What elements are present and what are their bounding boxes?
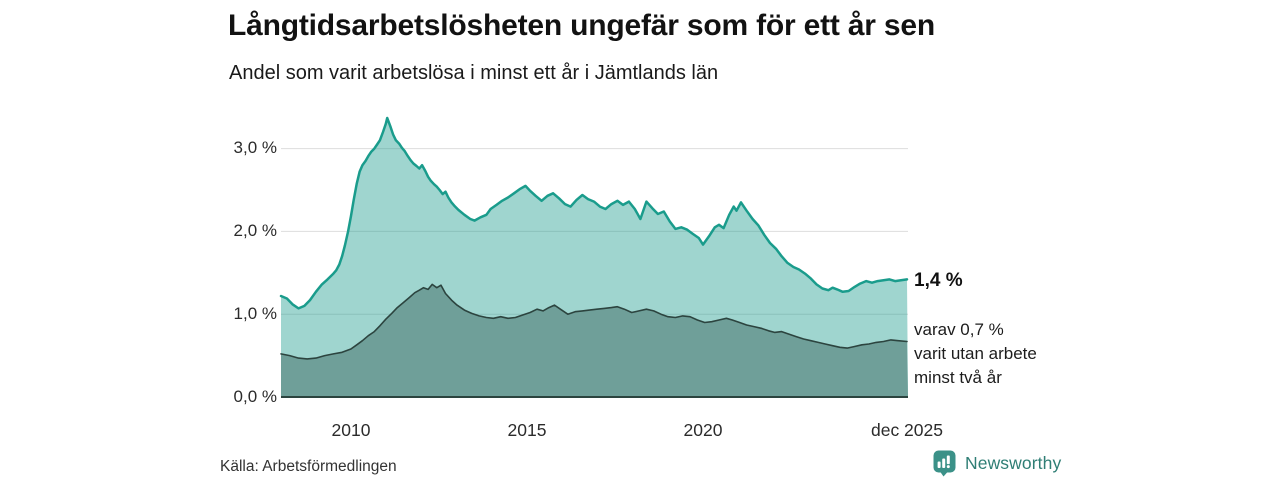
y-axis-label-2: 2,0 % (233, 221, 277, 240)
y-axis-label-3: 3,0 % (233, 138, 277, 157)
unemployment-area-chart (279, 116, 909, 398)
x-axis-label-2010: 2010 (331, 420, 371, 440)
brand-name: Newsworthy (965, 453, 1062, 473)
series-end-label-total: 1,4 % (914, 270, 963, 291)
page-title: Långtidsarbetslösheten ungefär som för e… (228, 9, 936, 42)
x-axis-label-dec-2025: dec 2025 (870, 420, 943, 440)
page-subtitle: Andel som varit arbetslösa i minst ett å… (229, 62, 719, 84)
y-axis-label-0: 0,0 % (233, 387, 277, 406)
subset-label-line-1: varav 0,7 % (914, 320, 1004, 339)
source-note: Källa: Arbetsförmedlingen (220, 458, 397, 475)
series-end-label-subset: varav 0,7 % varit utan arbete minst två … (914, 318, 1037, 390)
x-axis-label-2015: 2015 (507, 420, 547, 440)
subset-label-line-2: varit utan arbete (914, 344, 1037, 363)
newsworthy-icon (933, 450, 956, 477)
x-axis-label-2020: 2020 (683, 420, 723, 440)
subset-label-line-3: minst två år (914, 368, 1002, 387)
brand-logo: Newsworthy (933, 450, 1061, 477)
y-axis-label-1: 1,0 % (233, 304, 277, 323)
